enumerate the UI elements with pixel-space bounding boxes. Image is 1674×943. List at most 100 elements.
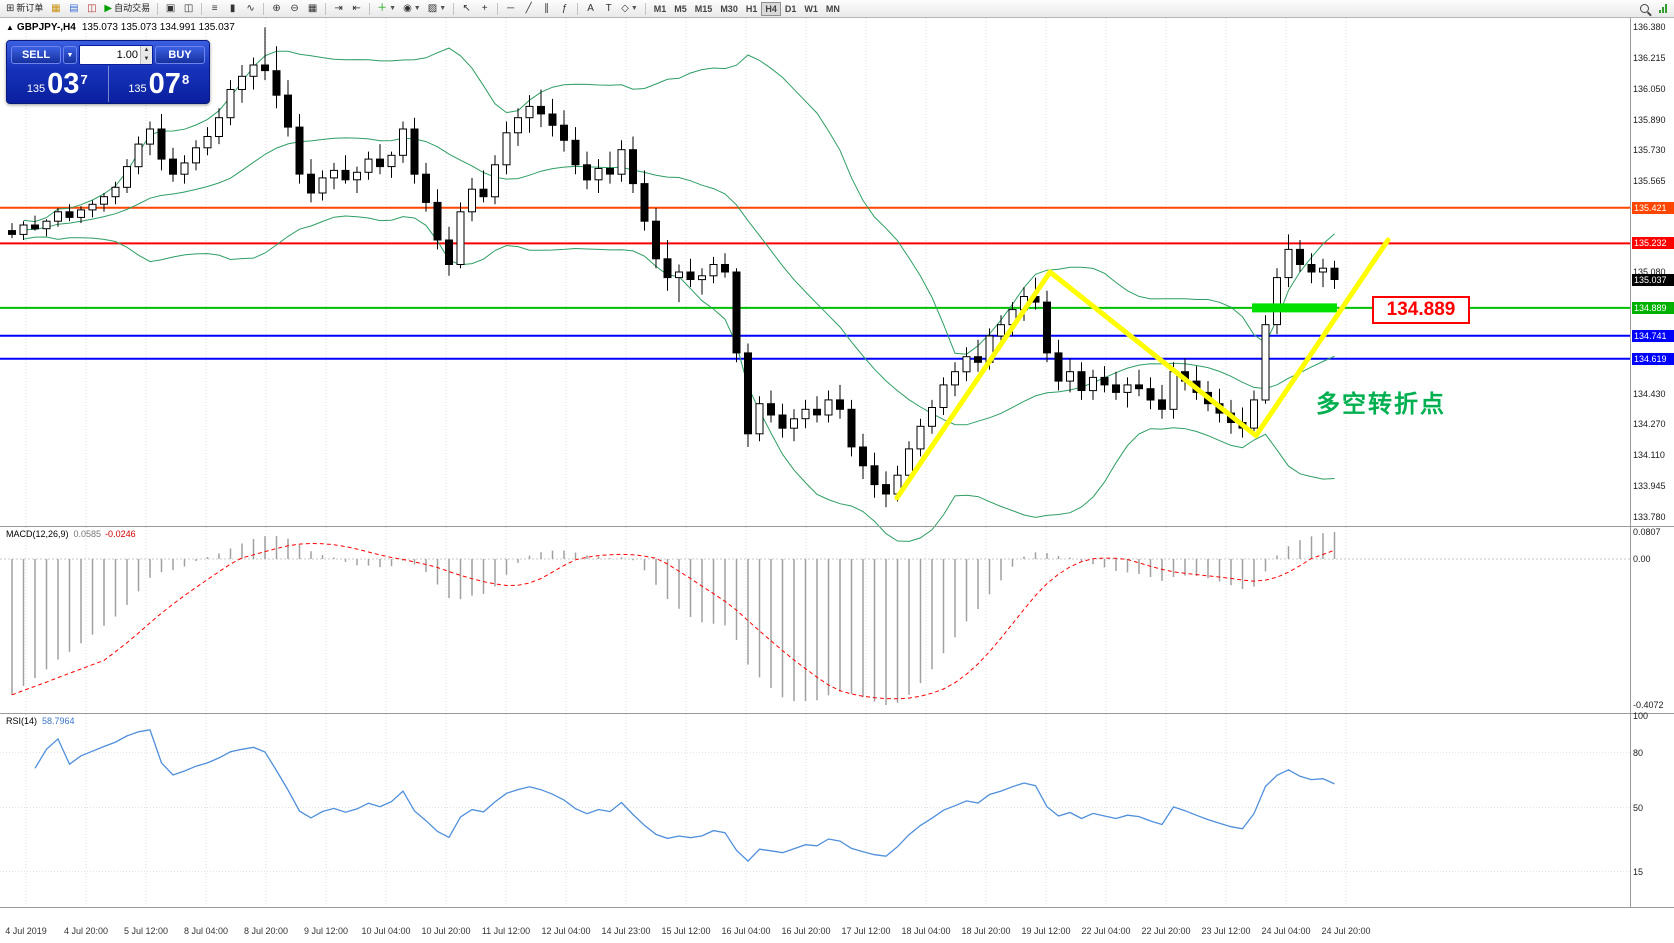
macd-axis-label: 0.00 bbox=[1633, 554, 1651, 564]
chart-canvas[interactable] bbox=[0, 18, 1674, 943]
time-axis-label: 19 Jul 12:00 bbox=[1021, 926, 1071, 936]
rsi-axis-label: 50 bbox=[1633, 803, 1644, 813]
text-button[interactable]: A bbox=[582, 1, 599, 16]
key-level-annotation: 134.889 bbox=[1372, 296, 1470, 324]
fibonacci-button[interactable]: ƒ bbox=[556, 1, 573, 16]
toolbar-separator bbox=[201, 2, 203, 15]
toolbar-separator bbox=[157, 2, 159, 15]
ask-big: 07 bbox=[148, 68, 181, 100]
grid-button[interactable]: ▦ bbox=[304, 1, 321, 16]
zoom-out-button[interactable]: ⊖ bbox=[286, 1, 303, 16]
crosshair-button[interactable]: + bbox=[476, 1, 493, 16]
timeframe-button-m1[interactable]: M1 bbox=[650, 2, 671, 16]
text-icon: A bbox=[587, 2, 594, 14]
templates-button[interactable]: ▨ ▼ bbox=[425, 1, 449, 16]
periods-button[interactable]: ◉ ▼ bbox=[400, 1, 424, 16]
auto-scroll-icon: ⇥ bbox=[334, 2, 343, 14]
chart-title: ▲ GBPJPY-,H4 135.073 135.073 134.991 135.0… bbox=[6, 22, 235, 33]
timeframe-button-mn[interactable]: MN bbox=[822, 2, 844, 16]
zoom-out-icon: ⊖ bbox=[290, 2, 299, 14]
chart-shift-button[interactable]: ⇤ bbox=[348, 1, 365, 16]
timeframe-button-m5[interactable]: M5 bbox=[670, 2, 691, 16]
timeframe-button-h4[interactable]: H4 bbox=[761, 1, 781, 16]
line-chart-button[interactable]: ∿ bbox=[242, 1, 259, 16]
cascade-windows-button[interactable]: ▣ bbox=[162, 1, 179, 16]
toolbar-separator bbox=[263, 2, 265, 15]
volume-input[interactable] bbox=[80, 46, 140, 64]
autotrading-label: 自动交易 bbox=[114, 3, 151, 13]
terminal-button[interactable]: ◫ bbox=[83, 1, 100, 16]
price-tick-label: 135.890 bbox=[1633, 115, 1666, 125]
spinner-down-icon[interactable]: ▼ bbox=[141, 55, 152, 64]
navigator-button[interactable]: ▤ bbox=[65, 1, 82, 16]
volume-spinner[interactable]: ▲ ▼ bbox=[140, 46, 152, 64]
connection-icon bbox=[1658, 4, 1667, 13]
tile-windows-button[interactable]: ◫ bbox=[180, 1, 197, 16]
time-axis-label: 18 Jul 20:00 bbox=[961, 926, 1011, 936]
chart-workspace: ▲ GBPJPY-,H4 135.073 135.073 134.991 135.0… bbox=[0, 18, 1674, 943]
timeframe-button-m30[interactable]: M30 bbox=[716, 2, 742, 16]
time-axis-label: 5 Jul 12:00 bbox=[123, 926, 169, 936]
search-icon bbox=[1640, 4, 1649, 13]
toolbar-separator bbox=[453, 2, 455, 15]
toolbar-separator bbox=[497, 2, 499, 15]
ask-price[interactable]: 135 07 8 bbox=[109, 66, 210, 102]
timeframe-button-m15[interactable]: M15 bbox=[691, 2, 717, 16]
indicators-icon: ＋ bbox=[377, 2, 388, 14]
candlestick-chart-icon: ▮ bbox=[229, 2, 236, 14]
terminal-icon: ◫ bbox=[87, 2, 97, 14]
new-order-button[interactable]: ⊞ 新订单 bbox=[3, 1, 46, 16]
search-button[interactable] bbox=[1636, 1, 1653, 16]
candlestick-chart-button[interactable]: ▮ bbox=[224, 1, 241, 16]
cursor-icon: ↖ bbox=[462, 2, 471, 14]
cursor-button[interactable]: ↖ bbox=[458, 1, 475, 16]
price-level-badge: 134.741 bbox=[1632, 330, 1674, 342]
cascade-windows-icon: ▣ bbox=[165, 2, 176, 14]
price-axis: 136.380 136.215 136.050 135.890 135.730 135.5… bbox=[1632, 18, 1674, 907]
arrows-icon: ◇ bbox=[621, 2, 629, 14]
time-axis-label: 24 Jul 04:00 bbox=[1261, 926, 1311, 936]
price-level-badge: 134.889 bbox=[1632, 302, 1674, 314]
timeframe-button-w1[interactable]: W1 bbox=[800, 2, 822, 16]
bid-price[interactable]: 135 03 7 bbox=[7, 66, 109, 102]
one-click-toggle-icon[interactable]: ▲ bbox=[6, 23, 14, 32]
autotrading-button[interactable]: ▶ 自动交易 bbox=[101, 1, 153, 16]
market-watch-button[interactable]: ▦ bbox=[47, 1, 64, 16]
chart-shift-icon: ⇤ bbox=[352, 2, 361, 14]
crosshair-icon: + bbox=[481, 2, 488, 14]
time-axis-label: 17 Jul 12:00 bbox=[841, 926, 891, 936]
price-tick-label: 133.780 bbox=[1633, 512, 1666, 522]
new-order-icon: ⊞ bbox=[6, 2, 15, 14]
text-label-icon: T bbox=[605, 2, 612, 14]
price-tick-label: 134.430 bbox=[1633, 389, 1666, 399]
autotrading-icon: ▶ bbox=[104, 2, 113, 14]
auto-scroll-button[interactable]: ⇥ bbox=[330, 1, 347, 16]
volume-dropdown-button[interactable]: ▼ bbox=[63, 46, 77, 64]
bar-chart-button[interactable]: ≡ bbox=[206, 1, 223, 16]
templates-icon: ▨ bbox=[427, 2, 438, 14]
caret-down-icon: ▼ bbox=[439, 5, 447, 12]
price-tick-label: 134.270 bbox=[1633, 419, 1666, 429]
text-label-button[interactable]: T bbox=[600, 1, 617, 16]
caret-down-icon: ▼ bbox=[413, 5, 421, 12]
buy-button[interactable]: BUY bbox=[155, 46, 205, 64]
channel-button[interactable]: ∥ bbox=[538, 1, 555, 16]
timeframe-button-h1[interactable]: H1 bbox=[742, 2, 762, 16]
connection-status-button[interactable] bbox=[1654, 1, 1671, 16]
time-axis-label: 4 Jul 20:00 bbox=[63, 926, 109, 936]
rsi-axis-label: 80 bbox=[1633, 748, 1644, 758]
indicators-button[interactable]: ＋ ▼ bbox=[374, 1, 399, 16]
horizontal-line-button[interactable]: ─ bbox=[502, 1, 519, 16]
arrows-button[interactable]: ◇ ▼ bbox=[618, 1, 641, 16]
time-axis-label: 10 Jul 20:00 bbox=[421, 926, 471, 936]
timeframe-button-d1[interactable]: D1 bbox=[781, 2, 801, 16]
sell-button[interactable]: SELL bbox=[11, 46, 61, 64]
time-axis-label: 8 Jul 20:00 bbox=[243, 926, 289, 936]
trendline-button[interactable]: ╱ bbox=[520, 1, 537, 16]
zoom-in-button[interactable]: ⊕ bbox=[268, 1, 285, 16]
price-tick-label: 135.730 bbox=[1633, 145, 1666, 155]
toolbar: ⊞ 新订单 ▦ ▤ ◫ ▶ 自动交易 ▣ ◫ ≡ ▮ ∿ ⊕ ⊖ ▦ ⇥ ⇤ ＋… bbox=[0, 0, 1674, 18]
turning-point-annotation: 多空转折点 bbox=[1316, 391, 1446, 418]
spinner-up-icon[interactable]: ▲ bbox=[141, 46, 152, 55]
grid-icon: ▦ bbox=[307, 2, 318, 14]
